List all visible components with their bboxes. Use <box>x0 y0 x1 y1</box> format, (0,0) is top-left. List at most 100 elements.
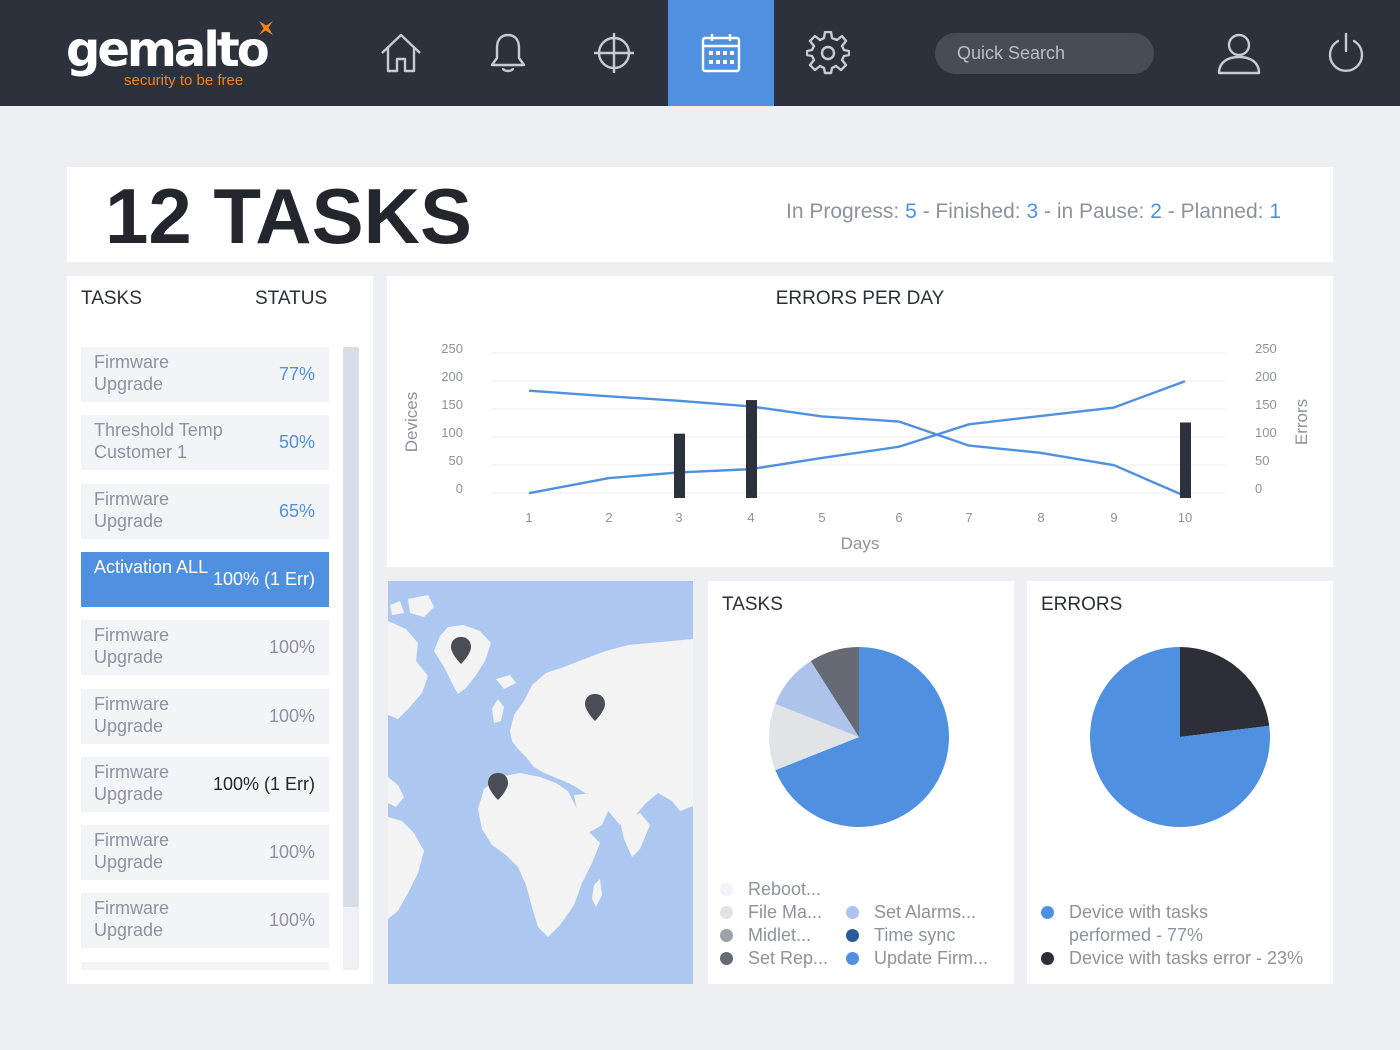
task-row[interactable]: Firmware Upgrade 100% <box>81 620 329 676</box>
world-map-graphic <box>388 595 693 937</box>
gemalto-logo[interactable]: gemalto security to be free <box>66 20 286 92</box>
legend-label[interactable]: Device with tasks performed - 77% <box>1069 902 1209 945</box>
errors-pie-slice[interactable] <box>1180 647 1270 737</box>
tasks-pie-title: TASKS <box>722 594 783 615</box>
south-america-shape <box>388 817 424 919</box>
task-status: 100% <box>268 705 315 726</box>
nav-settings-button[interactable] <box>775 0 881 106</box>
task-row[interactable]: Threshold Temp Customer 1 50% <box>81 415 329 471</box>
quick-search-input[interactable]: Quick Search <box>935 33 1154 74</box>
legend-swatch <box>1041 906 1054 919</box>
legend-label[interactable]: Set Alarms... <box>874 902 977 922</box>
error-bar <box>1180 422 1191 498</box>
task-row[interactable]: Firmware Upgrade 100% <box>81 688 329 744</box>
task-status-summary: In Progress: 5 - Finished: 3 - in Pause:… <box>786 200 1281 224</box>
legend-label[interactable]: Set Rep... <box>748 948 829 968</box>
task-row-partial[interactable] <box>81 961 329 970</box>
legend-swatch <box>846 929 859 942</box>
task-name: Firmware Upgrade <box>94 625 169 668</box>
pause-count: 2 <box>1150 200 1162 223</box>
home-icon <box>381 33 421 73</box>
errors-pie-slice[interactable] <box>1090 647 1270 827</box>
tasks-column-header: TASKS <box>81 288 142 309</box>
user-profile-button[interactable] <box>1186 0 1292 106</box>
legend-swatch <box>1041 952 1054 965</box>
y-tick-label: 50 <box>449 453 463 468</box>
y-tick-label: 0 <box>456 481 463 496</box>
power-icon <box>1328 32 1364 73</box>
y2-tick-label: 200 <box>1255 369 1277 384</box>
nav-home-button[interactable] <box>348 0 454 106</box>
legend-label[interactable]: Midlet... <box>748 925 812 945</box>
legend-label[interactable]: Device with tasks error - 23% <box>1069 948 1304 968</box>
nav-calendar-button[interactable] <box>668 0 774 106</box>
tasks-pie-slice[interactable] <box>769 703 859 771</box>
task-name: Firmware Upgrade <box>94 830 169 873</box>
legend-label[interactable]: Update Firm... <box>874 948 989 968</box>
legend-swatch <box>846 952 859 965</box>
logo-wordmark: gemalto <box>66 22 270 78</box>
status-column-header: STATUS <box>255 288 328 309</box>
x-tick-label: 3 <box>675 510 682 525</box>
y-tick-label: 150 <box>441 397 463 412</box>
tasks-pie-slice[interactable] <box>775 647 949 827</box>
planned-count: 1 <box>1269 200 1281 223</box>
task-name: Firmware Upgrade <box>94 693 169 736</box>
eurasia-shape <box>510 639 693 825</box>
task-row[interactable]: Firmware Upgrade 65% <box>81 483 329 539</box>
x-tick-label: 8 <box>1037 510 1044 525</box>
y2-tick-label: 0 <box>1255 481 1262 496</box>
task-status: 77% <box>278 364 315 384</box>
nav-target-button[interactable] <box>561 0 667 106</box>
scrollbar-thumb[interactable] <box>343 347 359 907</box>
world-map[interactable] <box>388 581 693 984</box>
task-status: 100% (1 Err) <box>212 773 315 794</box>
task-row[interactable]: Firmware Upgrade 100% <box>81 825 329 881</box>
x-tick-label: 9 <box>1110 510 1117 525</box>
crosshair-icon <box>594 33 634 73</box>
task-name: Firmware Upgrade <box>94 898 169 941</box>
task-status: 100% <box>268 842 315 863</box>
tasks-pie-slice[interactable] <box>810 647 859 737</box>
map-marker-west-africa[interactable] <box>488 773 508 800</box>
x-tick-label: 6 <box>895 510 902 525</box>
x-tick-label: 5 <box>818 510 825 525</box>
errors-chart-plot: 0 0 50 50 100 100 150 150 200 200 250 250 1 2 3 4 5 6 7 8 9 1… <box>402 341 1311 553</box>
task-status: 100% (1 Err) <box>212 568 315 589</box>
tasks-pie-slice[interactable] <box>775 661 859 737</box>
y2-tick-label: 100 <box>1255 425 1277 440</box>
task-name: Activation ALL <box>94 556 209 577</box>
x-tick-label: 7 <box>965 510 972 525</box>
tasks-summary-card: 12 TASKS In Progress: 5 - Finished: 3 - … <box>67 167 1333 262</box>
arctic-islands-shape <box>390 595 434 617</box>
madagascar-shape <box>592 879 602 907</box>
task-name: Firmware Upgrade <box>94 761 169 804</box>
y-axis-label: Devices <box>402 392 421 452</box>
pause-label: - in Pause: <box>1038 200 1151 223</box>
legend-label[interactable]: Time sync <box>874 925 956 945</box>
x-axis-label: Days <box>841 534 880 553</box>
task-row[interactable]: Firmware Upgrade 100% <box>81 893 329 949</box>
error-bar <box>674 433 685 498</box>
task-row[interactable]: Firmware Upgrade 77% <box>81 347 329 402</box>
errors-pie-title: ERRORS <box>1041 594 1123 615</box>
user-icon <box>1217 33 1261 75</box>
device-series-line-0 <box>528 389 1186 498</box>
task-list[interactable]: Firmware Upgrade 77% Threshold Temp Custom… <box>81 347 329 970</box>
y-tick-label: 250 <box>441 341 463 356</box>
nav-notifications-button[interactable] <box>455 0 561 106</box>
map-marker-greenland[interactable] <box>451 637 471 664</box>
legend-label[interactable]: Reboot... <box>748 879 822 899</box>
task-status: 100% <box>268 637 315 658</box>
map-marker-russia[interactable] <box>585 694 605 721</box>
errors-per-day-chart: ERRORS PER DAY 0 0 50 50 100 100 150 150 200 200 2… <box>387 276 1333 567</box>
planned-label: - Planned: <box>1161 200 1270 223</box>
task-row[interactable]: Activation ALL 100% (1 Err) <box>81 551 329 607</box>
y2-tick-label: 150 <box>1255 397 1277 412</box>
legend-label[interactable]: File Ma... <box>748 902 823 922</box>
task-list-scrollbar[interactable] <box>343 347 359 970</box>
y2-tick-label: 250 <box>1255 341 1277 356</box>
task-row[interactable]: Firmware Upgrade 100% (1 Err) <box>81 756 329 812</box>
x-tick-label: 1 <box>525 510 532 525</box>
logout-button[interactable] <box>1293 0 1399 106</box>
